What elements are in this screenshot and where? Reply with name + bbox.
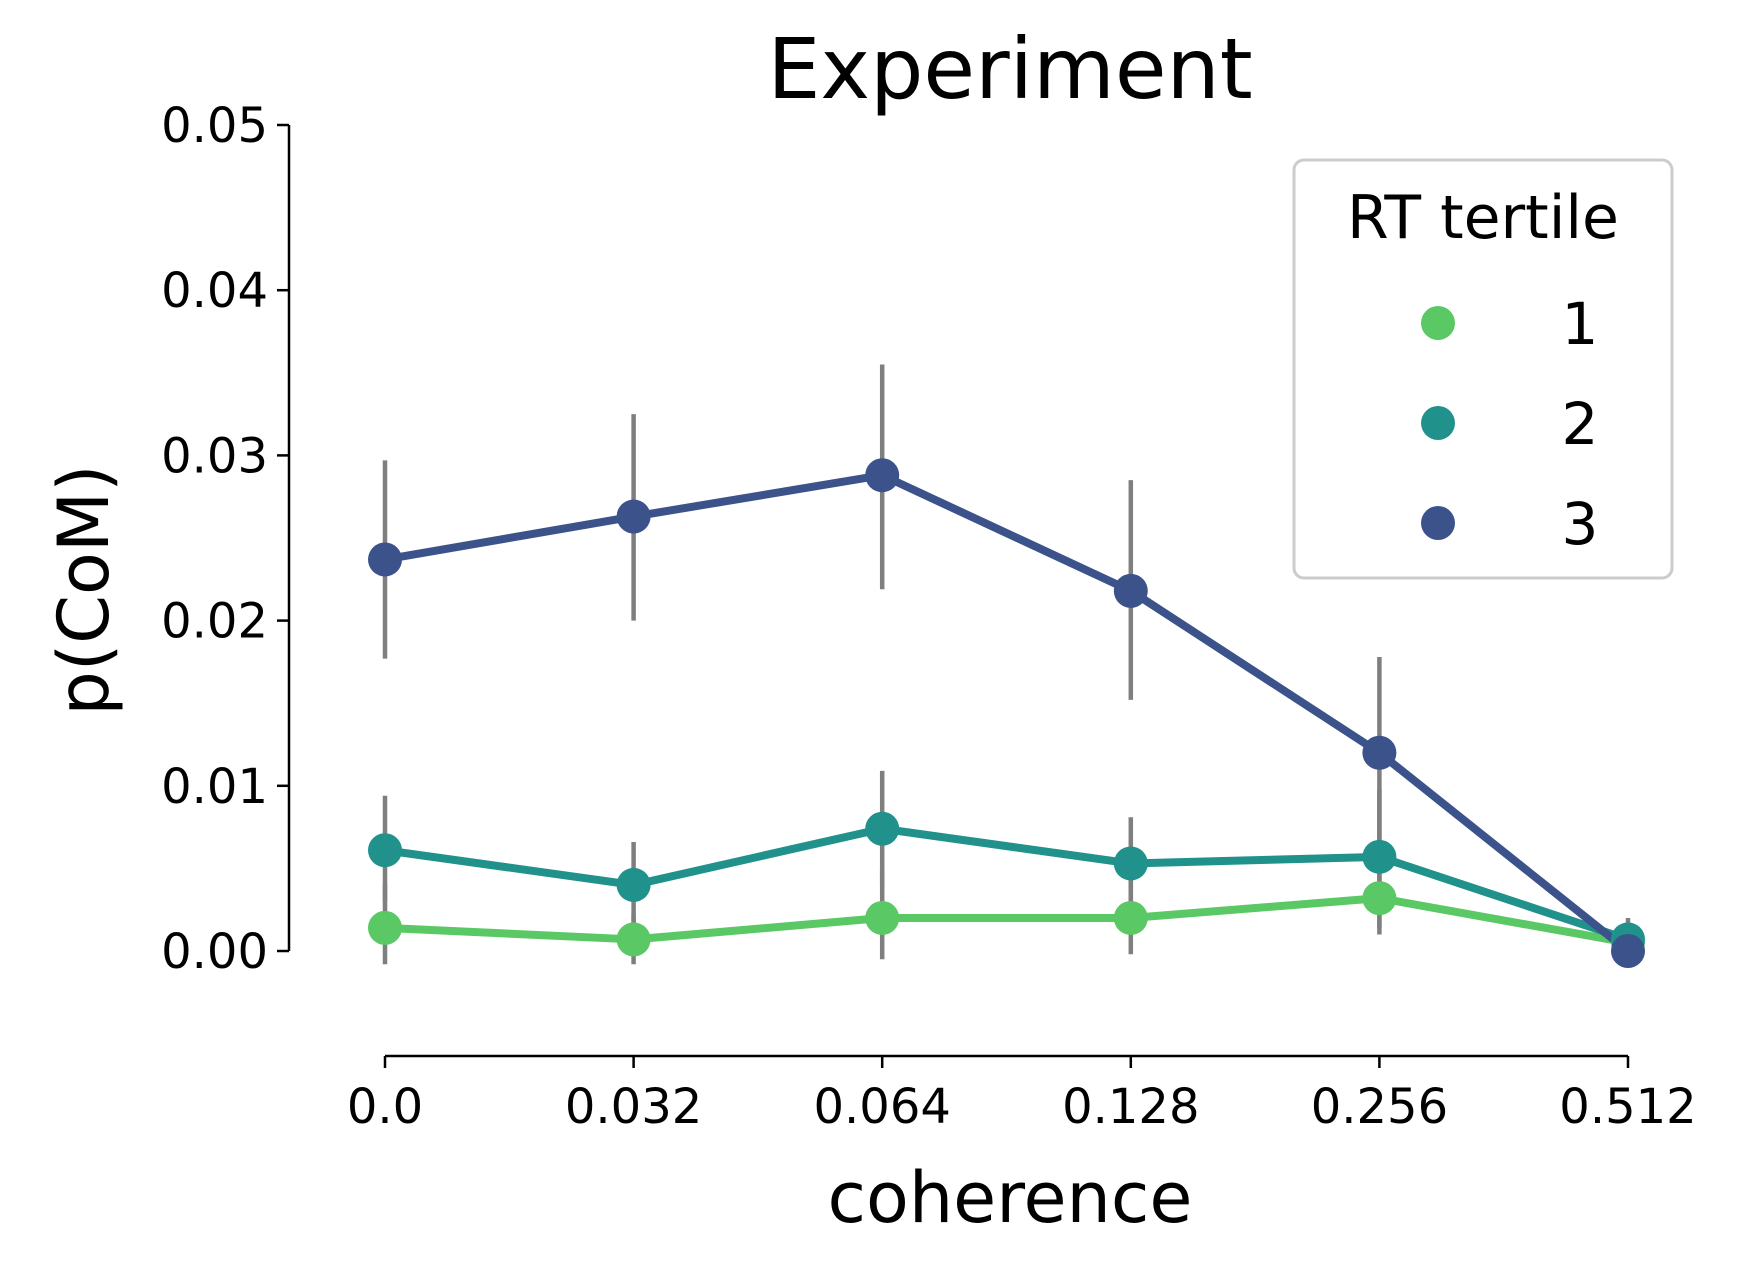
x-axis-title: coherence: [828, 1157, 1193, 1239]
series-points: [368, 458, 1645, 968]
series-line-1: [384, 894, 1629, 947]
legend-label-3: 3: [1562, 490, 1599, 558]
legend-box: [1292, 158, 1674, 580]
data-point-series-2: [1362, 839, 1397, 874]
data-point-series-2: [1113, 846, 1148, 881]
data-point-series-1: [865, 900, 900, 935]
legend-marker-1: [1421, 306, 1455, 340]
series-line-2: [384, 824, 1630, 944]
data-point-series-3: [616, 499, 651, 534]
y-tick-label: 0.05: [161, 98, 268, 154]
y-tick-label: 0.03: [161, 428, 268, 484]
series-line-3: [384, 471, 1631, 955]
data-point-series-1: [1362, 881, 1397, 916]
data-point-series-3: [1113, 573, 1148, 608]
data-point-series-3: [1362, 735, 1397, 770]
y-tick-label: 0.02: [161, 594, 268, 650]
y-tick-label: 0.00: [161, 924, 268, 980]
legend-title: RT tertile: [1347, 183, 1619, 253]
data-point-series-3: [865, 458, 900, 493]
y-tick-label: 0.01: [161, 759, 268, 815]
legend-marker-3: [1421, 506, 1455, 540]
data-point-series-3: [368, 542, 402, 577]
data-point-series-1: [368, 910, 402, 945]
series-lines: [384, 471, 1631, 955]
legend: RT tertile 1 2 3: [1292, 158, 1674, 580]
x-tick-label: 0.064: [813, 1079, 950, 1135]
chart-title: Experiment: [767, 20, 1252, 118]
data-point-series-2: [865, 811, 900, 846]
y-axis-title: p(CoM): [43, 464, 125, 715]
x-tick-label: 0.128: [1062, 1079, 1199, 1135]
x-tick-label: 0.032: [565, 1079, 702, 1135]
x-tick-label: 0.512: [1559, 1079, 1696, 1135]
legend-marker-2: [1421, 406, 1455, 440]
legend-label-2: 2: [1562, 390, 1599, 458]
axes: 0.00 0.01 0.02 0.03 0.04 0.05 0.0 0.032 0.064 0.1…: [161, 98, 1697, 1135]
x-tick-label: 0.0: [347, 1079, 423, 1135]
data-point-series-1: [616, 922, 651, 957]
y-tick-label: 0.04: [161, 263, 268, 319]
data-point-series-3: [1611, 934, 1645, 968]
data-point-series-2: [368, 833, 402, 868]
data-point-series-2: [616, 867, 651, 902]
legend-label-1: 1: [1562, 290, 1599, 358]
data-point-series-1: [1113, 900, 1148, 935]
x-tick-label: 0.256: [1311, 1079, 1448, 1135]
